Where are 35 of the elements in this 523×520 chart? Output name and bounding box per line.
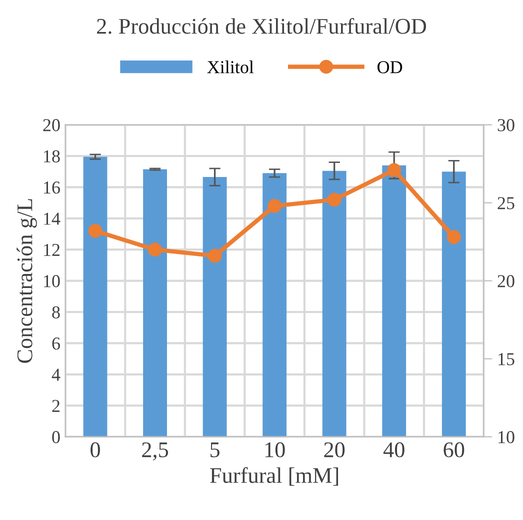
y-axis-title: Concentración g/L [16, 199, 37, 363]
point [387, 163, 402, 177]
y-tick-label: 10 [44, 275, 60, 288]
y-tick-label: 18 [44, 150, 60, 162]
y-tick-label: 0 [52, 431, 60, 444]
point [148, 242, 162, 257]
x-tick-label: 10 [265, 442, 285, 458]
y-tick-label: 14 [44, 212, 60, 225]
y2-tick-label: 10 [498, 431, 514, 444]
y-tick-label: 2 [52, 400, 60, 412]
y-tick-label: 6 [52, 338, 60, 350]
chart-title: 2. Producción de Xilitol/Furfural/OD [97, 18, 426, 34]
x-tick-label: 5 [210, 442, 220, 458]
x-tick-label: 40 [383, 442, 404, 458]
y-tick-label: 16 [44, 182, 60, 194]
y2-tick-label: 25 [498, 197, 514, 210]
x-tick-label: 2,5 [142, 442, 168, 460]
point [327, 192, 342, 207]
legend-label: Xilitol [207, 60, 254, 74]
x-tick-label: 0 [90, 442, 100, 458]
y-tick-label: 4 [52, 368, 60, 381]
x-axis-title: Furfural [mM] [210, 467, 338, 486]
y-tick-label: 12 [44, 244, 60, 256]
y-tick-label: 20 [43, 119, 60, 132]
y2-tick-label: 30 [498, 119, 514, 132]
point [88, 224, 102, 238]
x-tick-label: 20 [324, 442, 345, 458]
y2-tick-label: 15 [498, 353, 514, 366]
y-tick-label: 8 [52, 306, 60, 318]
x-tick-label: 60 [444, 442, 464, 458]
y2-tick-label: 20 [498, 275, 514, 288]
point [446, 230, 461, 244]
legend-label: OD [378, 61, 402, 74]
point [268, 198, 282, 213]
point [208, 248, 222, 263]
